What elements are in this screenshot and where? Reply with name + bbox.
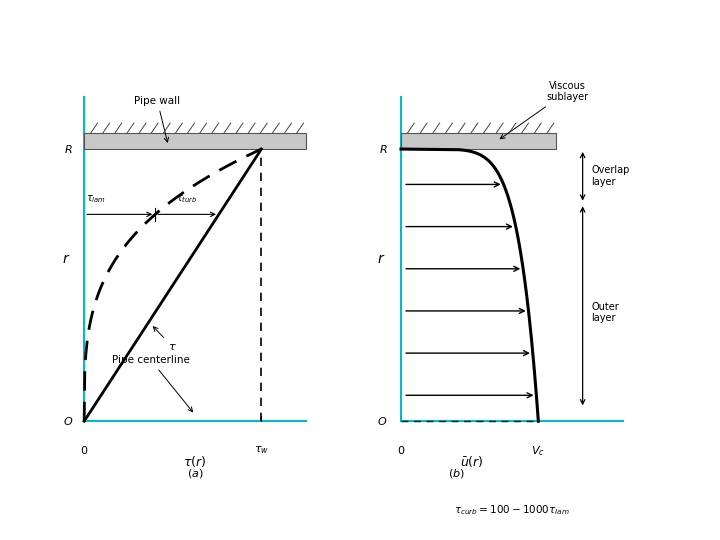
Text: $\bar{u}(r)$: $\bar{u}(r)$: [460, 454, 484, 469]
Text: $O$: $O$: [63, 415, 73, 427]
Text: $(a)$: $(a)$: [186, 467, 203, 480]
Text: $R$: $R$: [64, 143, 73, 155]
Text: Viscous
sublayer: Viscous sublayer: [500, 81, 588, 139]
Bar: [84, 133, 306, 149]
Text: Overlap
layer: Overlap layer: [592, 165, 630, 187]
Text: $0$: $0$: [80, 444, 89, 456]
Text: $\tau_w$: $\tau_w$: [254, 444, 269, 456]
Text: $\tau_{turb}$: $\tau_{turb}$: [176, 193, 198, 205]
Text: $\tau_{lam}$: $\tau_{lam}$: [86, 193, 107, 205]
Text: $r$: $r$: [62, 252, 71, 266]
Bar: [401, 133, 556, 149]
Text: $V_c$: $V_c$: [531, 444, 545, 458]
Text: $0$: $0$: [397, 444, 405, 456]
Text: $\tau_{curb} = 100 - 1000\tau_{lam}$: $\tau_{curb} = 100 - 1000\tau_{lam}$: [454, 503, 570, 517]
Text: $O$: $O$: [377, 415, 387, 427]
Text: Outer
layer: Outer layer: [592, 301, 619, 323]
Text: $\tau$: $\tau$: [153, 327, 177, 352]
Text: Turbulent velocity profile: Turbulent velocity profile: [123, 16, 597, 49]
Text: $r$: $r$: [377, 252, 385, 266]
Text: Pipe wall: Pipe wall: [134, 96, 180, 142]
Text: $R$: $R$: [379, 143, 387, 155]
Text: Pipe centerline: Pipe centerline: [112, 355, 192, 411]
Text: $(b)$: $(b)$: [448, 467, 465, 480]
Text: $\tau(r)$: $\tau(r)$: [184, 454, 207, 469]
